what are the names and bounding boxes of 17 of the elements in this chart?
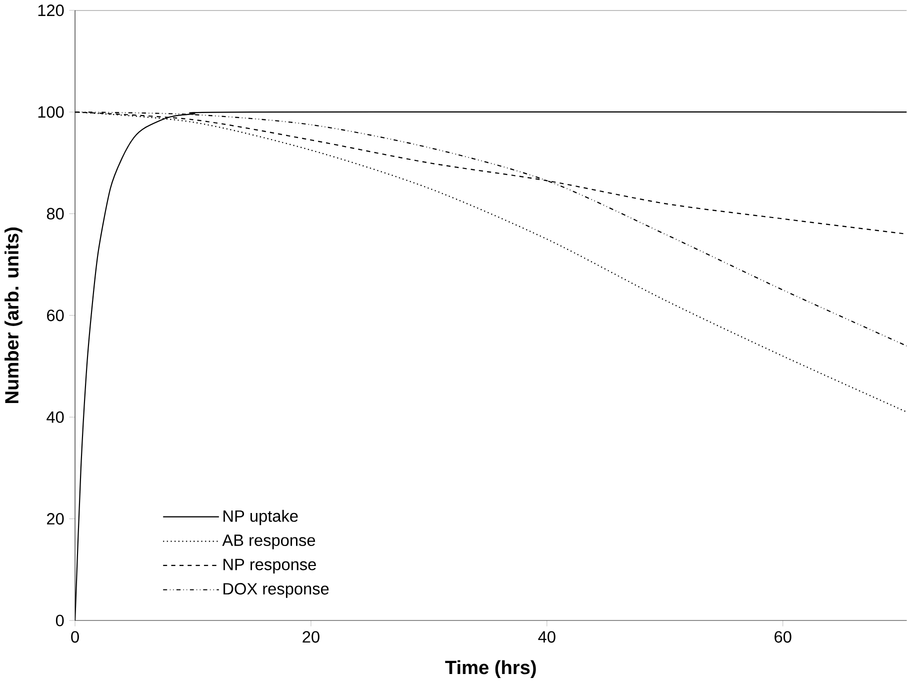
x-tick-label: 60 (774, 631, 792, 643)
x-tick-label: 40 (538, 631, 556, 643)
y-tick-label: 100 (38, 106, 64, 118)
x-tick-label: 0 (71, 631, 79, 643)
legend-label: NP response (224, 559, 316, 574)
y-tick-label: 60 (47, 310, 64, 322)
y-tick-label: 40 (46, 412, 64, 424)
legend-label: DOX response (224, 583, 329, 598)
y-axis-title: Number (arb. units) (4, 228, 22, 404)
y-tick-label: 120 (38, 4, 64, 16)
y-tick-label: 80 (46, 208, 64, 220)
y-tick-label: 20 (47, 513, 64, 525)
x-tick-label: 20 (302, 631, 320, 643)
legend-label: AB response (222, 534, 316, 550)
x-axis-title: Time (hrs) (445, 660, 536, 678)
legend-label: NP uptake (224, 510, 298, 526)
y-tick-label: 0 (56, 614, 64, 626)
